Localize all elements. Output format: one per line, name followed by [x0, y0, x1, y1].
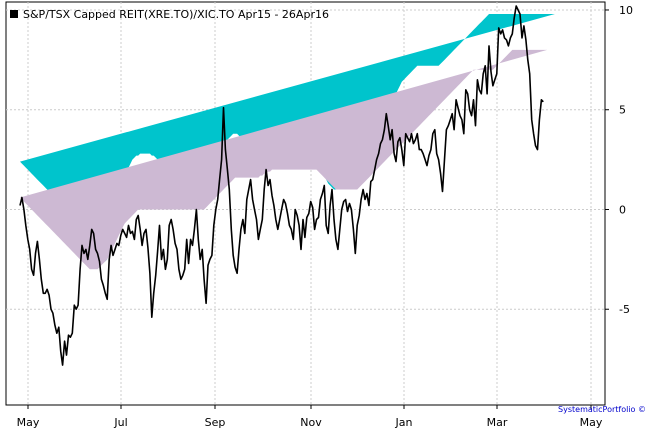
- credit-text: SystematicPortfolio ©: [558, 405, 646, 414]
- inner-band: [20, 49, 548, 270]
- price-line: [19, 5, 544, 366]
- band-layer: [20, 14, 555, 270]
- x-tick-label: Nov: [300, 416, 322, 429]
- y-tick-label: 10: [619, 4, 633, 17]
- legend-swatch: [10, 10, 18, 18]
- legend: S&P/TSX Capped REIT(XRE.TO)/XIC.TO Apr15…: [10, 8, 329, 21]
- line-layer: [19, 5, 555, 366]
- y-tick-label: -5: [619, 303, 630, 316]
- x-tick-label: Jul: [113, 416, 127, 429]
- mean-line: [19, 87, 555, 288]
- chart-title: S&P/TSX Capped REIT(XRE.TO)/XIC.TO Apr15…: [23, 8, 329, 21]
- x-tick-label: Sep: [205, 416, 226, 429]
- x-tick-label: Jan: [395, 416, 413, 429]
- x-tick-label: May: [17, 416, 40, 429]
- axis-layer: May Jul Sep Nov Jan Mar May 10 5 0 -5: [17, 4, 633, 429]
- x-tick-label: Mar: [487, 416, 508, 429]
- y-tick-label: 5: [619, 104, 626, 117]
- x-tick-label: May: [580, 416, 603, 429]
- y-tick-label: 0: [619, 203, 626, 216]
